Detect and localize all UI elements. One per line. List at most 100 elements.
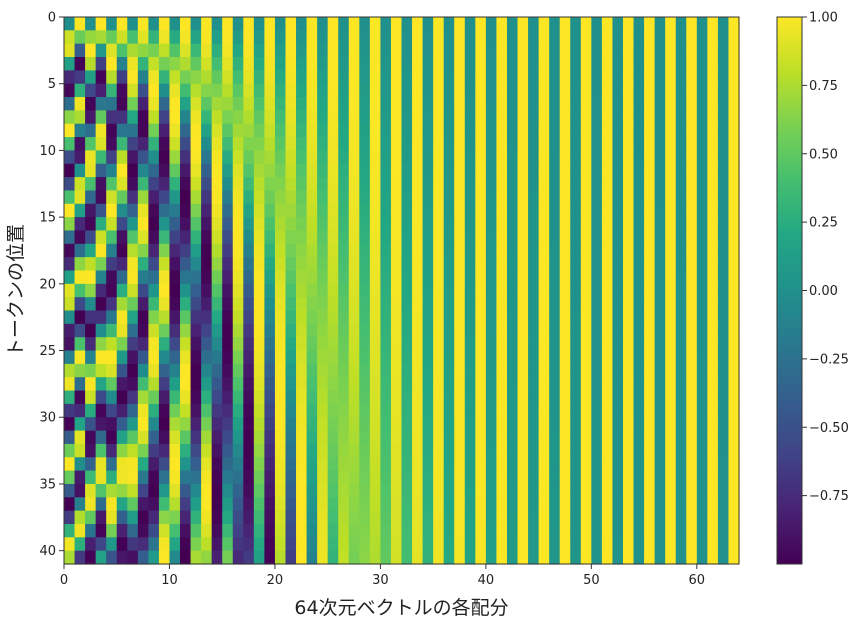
heatmap-cell [180,270,192,285]
heatmap-cell [412,217,424,232]
heatmap-cell [74,390,86,405]
heatmap-cell [622,57,635,71]
heatmap-cell [95,457,107,472]
heatmap-cell [116,43,128,58]
heatmap-cell [559,257,571,272]
heatmap-cell [485,190,498,205]
heatmap-cell [264,377,276,392]
heatmap-cell [95,203,107,218]
heatmap-cell [412,150,424,165]
heatmap-cell [232,510,244,525]
heatmap-cell [675,137,687,152]
heatmap-cell [412,417,424,432]
heatmap-cell [116,217,128,232]
heatmap-cell [169,203,181,218]
heatmap-cell [665,217,677,232]
heatmap-cell [696,97,708,111]
heatmap-cell [211,137,223,152]
heatmap-cell [169,190,181,205]
heatmap-cell [74,43,86,58]
heatmap-cell [390,337,403,352]
heatmap-cell [243,110,255,125]
heatmap-cell [464,190,476,205]
heatmap-cell [232,550,244,565]
heatmap-cell [169,43,181,58]
heatmap-cell [454,537,466,552]
heatmap-cell [243,310,255,325]
heatmap-cell [306,177,318,192]
heatmap-cell [327,203,339,218]
heatmap-cell [580,377,592,392]
heatmap-cell [338,150,350,165]
heatmap-cell [180,537,192,552]
heatmap-cell [644,150,656,165]
heatmap-cell [348,350,360,365]
heatmap-cell [496,377,508,392]
heatmap-cell [348,83,360,98]
heatmap-cell [506,257,519,272]
heatmap-cell [485,70,498,85]
heatmap-cell [570,17,582,31]
heatmap-cell [359,83,371,98]
heatmap-cell [232,283,244,298]
heatmap-cell [601,283,614,298]
heatmap-cell [654,510,666,525]
heatmap-cell [285,123,297,138]
heatmap-cell [306,17,318,31]
heatmap-cell [433,70,445,85]
heatmap-cell [528,403,540,418]
heatmap-cell [654,150,666,165]
heatmap-cell [338,110,350,125]
heatmap-cell [506,510,519,525]
heatmap-cell [580,350,592,365]
heatmap-cell [696,510,708,525]
heatmap-cell [580,17,592,31]
heatmap-cell [390,510,403,525]
heatmap-cell [74,110,86,125]
heatmap-cell [327,270,339,285]
heatmap-cell [85,283,97,298]
heatmap-cell [686,17,698,31]
heatmap-cell [201,403,213,418]
heatmap-cell [253,43,265,58]
heatmap-cell [633,497,645,512]
heatmap-cell [232,257,244,272]
heatmap-cell [390,150,403,165]
heatmap-cell [601,110,614,125]
heatmap-cell [485,337,498,352]
heatmap-cell [580,243,592,258]
heatmap-cell [475,283,487,298]
heatmap-cell [528,83,540,98]
heatmap-cell [211,17,223,31]
heatmap-cell [454,203,466,218]
heatmap-cell [622,97,635,111]
heatmap-cell [95,43,107,58]
heatmap-cell [169,323,181,338]
heatmap-cell [707,270,719,285]
heatmap-cell [348,257,360,272]
heatmap-cell [475,190,487,205]
heatmap-cell [338,430,350,445]
heatmap-cell [211,377,223,392]
heatmap-cell [285,550,297,565]
heatmap-cell [443,523,455,538]
heatmap-cell [485,57,498,71]
heatmap-cell [485,283,498,298]
heatmap-cell [517,377,529,392]
heatmap-cell [232,337,244,352]
heatmap-cell [296,110,308,125]
heatmap-cell [443,510,455,525]
heatmap-cell [338,17,350,31]
heatmap-cell [464,390,476,405]
heatmap-cell [359,30,371,45]
heatmap-cell [675,363,687,378]
heatmap-cell [253,483,265,498]
heatmap-cell [559,377,571,392]
heatmap-cell [369,230,382,245]
heatmap-cell [570,443,582,458]
heatmap-cell [369,83,382,98]
heatmap-cell [464,497,476,512]
heatmap-cell [538,190,550,205]
heatmap-cell [306,430,318,445]
heatmap-cell [496,337,508,352]
